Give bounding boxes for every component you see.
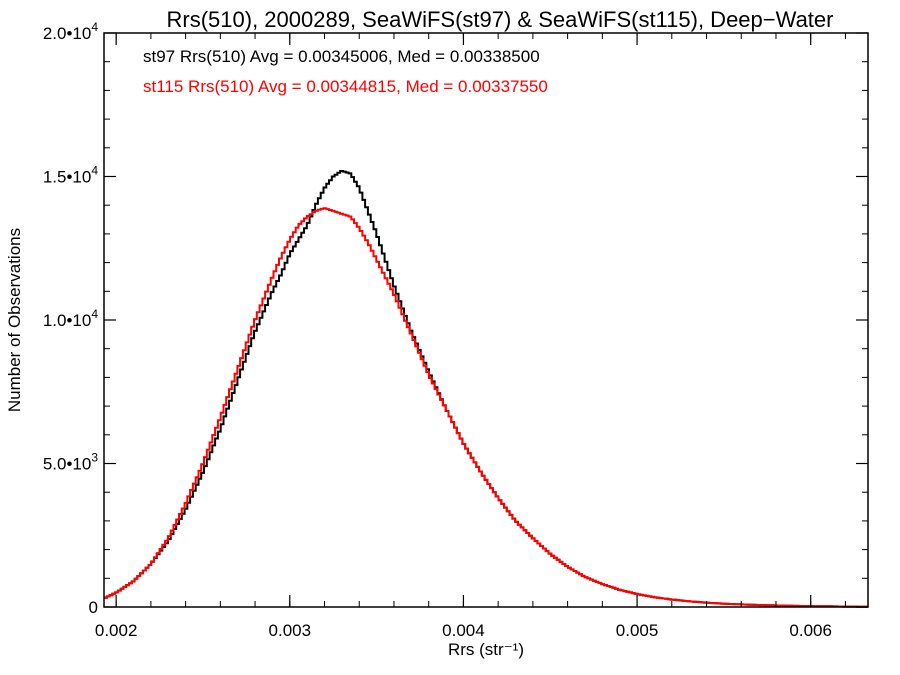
series-line-0 bbox=[104, 170, 868, 608]
x-axis: 0.002 0.003 0.004 0.005 0.006 bbox=[95, 33, 846, 640]
y-tick-label-1: 5.0•103 bbox=[43, 451, 99, 474]
y-axis-label: Number of Observations bbox=[5, 228, 24, 412]
x-tick-label-1: 0.003 bbox=[269, 621, 312, 640]
y-tick-label-2: 1.0•104 bbox=[43, 307, 99, 330]
annotations: st97 Rrs(510) Avg = 0.00345006, Med = 0.… bbox=[143, 47, 548, 96]
y-tick-label-3: 1.5•104 bbox=[43, 164, 99, 187]
y-tick-label-0: 0 bbox=[89, 598, 98, 617]
series-layer bbox=[104, 170, 868, 608]
annotation-1: st115 Rrs(510) Avg = 0.00344815, Med = 0… bbox=[143, 77, 548, 96]
x-tick-label-0: 0.002 bbox=[95, 621, 138, 640]
y-axis: 0 5.0•103 1.0•104 1.5•104 2.0•104 bbox=[43, 20, 868, 617]
x-tick-label-2: 0.004 bbox=[442, 621, 485, 640]
chart-title: Rrs(510), 2000289, SeaWiFS(st97) & SeaWi… bbox=[167, 7, 834, 32]
annotation-0: st97 Rrs(510) Avg = 0.00345006, Med = 0.… bbox=[143, 47, 540, 66]
x-tick-label-4: 0.006 bbox=[789, 621, 832, 640]
series-line-1 bbox=[104, 207, 868, 608]
y-tick-label-4: 2.0•104 bbox=[43, 20, 99, 43]
x-axis-label: Rrs (str⁻¹) bbox=[448, 640, 524, 659]
plot-frame bbox=[103, 32, 869, 608]
x-tick-label-3: 0.005 bbox=[616, 621, 659, 640]
